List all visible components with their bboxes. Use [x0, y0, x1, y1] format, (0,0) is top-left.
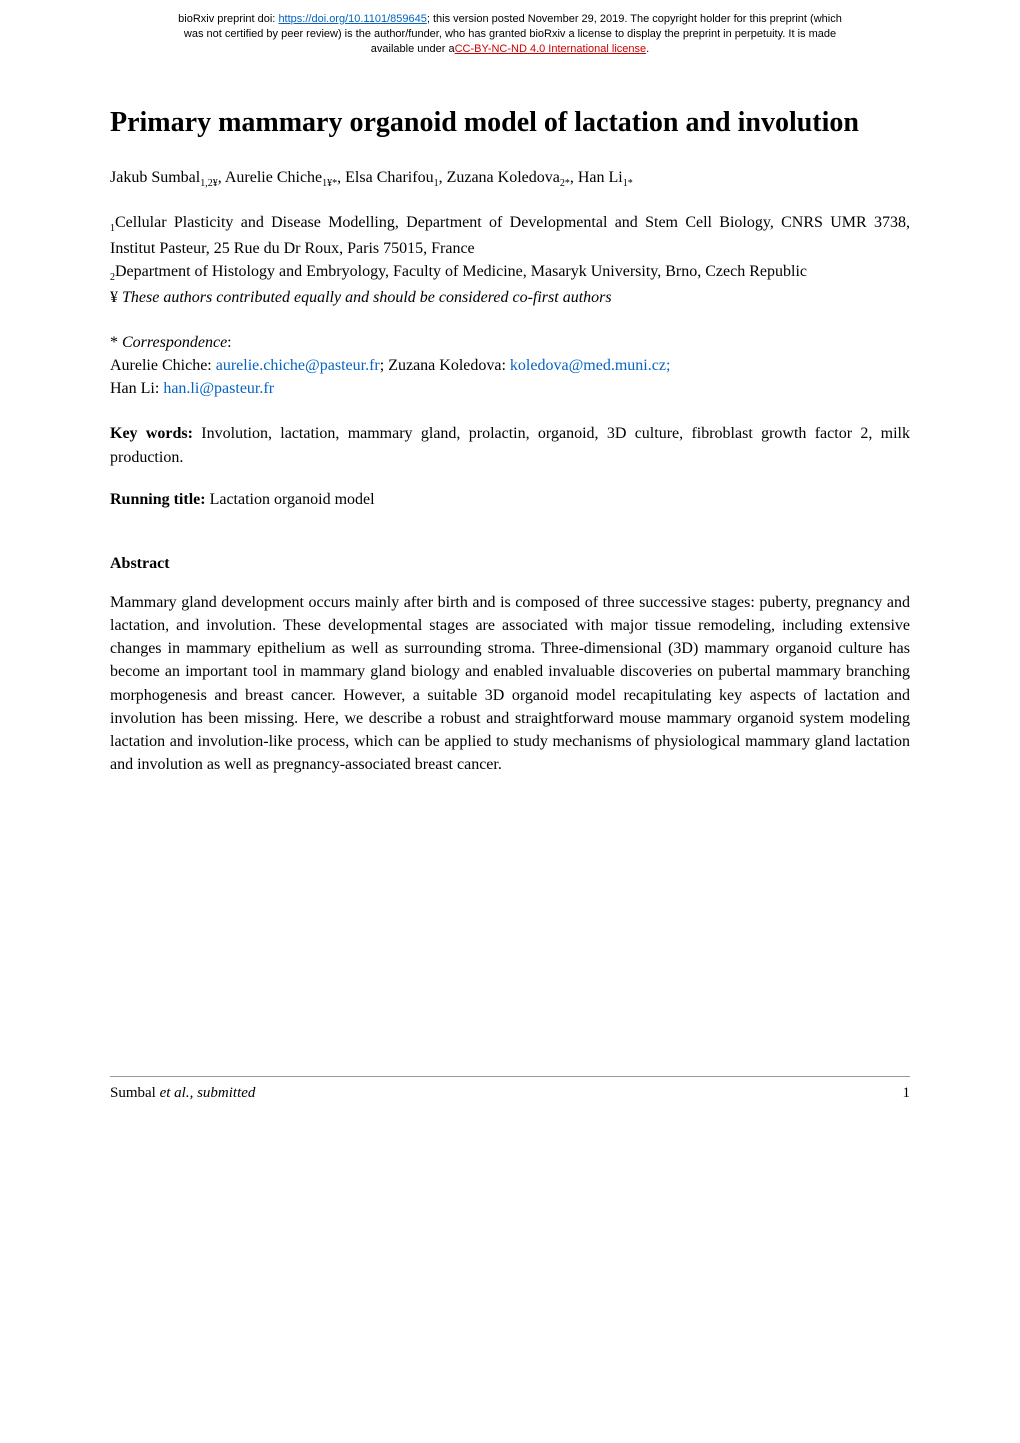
aff2-text: Department of Histology and Embryology, … [115, 263, 807, 280]
footer-left-prefix: Sumbal [110, 1085, 160, 1101]
corr-p2-email[interactable]: koledova@med.muni.cz; [510, 357, 670, 374]
keywords-block: Key words: Involution, lactation, mammar… [110, 422, 910, 468]
corr-p1-name: Aurelie Chiche [110, 357, 207, 374]
author-2: Aurelie Chiche [225, 169, 322, 186]
author-4: Zuzana Koledova [447, 169, 560, 186]
running-title-block: Running title: Lactation organoid model [110, 491, 910, 509]
author-3-aff: 1 [434, 178, 439, 189]
corr-p2-name: Zuzana Koledova: [388, 357, 510, 374]
contrib-text: These authors contributed equally and sh… [118, 289, 612, 306]
banner-line1-suffix: ; this version posted November 29, 2019.… [427, 13, 842, 25]
paper-title: Primary mammary organoid model of lactat… [110, 105, 910, 141]
author-2-aff: 1¥* [322, 178, 337, 189]
corr-p3-name: Han Li: [110, 380, 163, 397]
contrib-symbol: ¥ [110, 289, 118, 306]
banner-line3-suffix: . [646, 43, 649, 55]
aff1-text: Cellular Plasticity and Disease Modellin… [110, 214, 910, 257]
license-link[interactable]: CC-BY-NC-ND 4.0 International license [455, 43, 647, 55]
author-3: Elsa Charifou [345, 169, 433, 186]
affiliations-block: 1Cellular Plasticity and Disease Modelli… [110, 211, 910, 309]
keywords-text: Involution, lactation, mammary gland, pr… [110, 425, 910, 465]
author-line: Jakub Sumbal1,2¥, Aurelie Chiche1¥*, Els… [110, 169, 910, 189]
abstract-body: Mammary gland development occurs mainly … [110, 591, 910, 777]
footer-page-number: 1 [903, 1085, 911, 1102]
doi-link[interactable]: https://doi.org/10.1101/859645 [278, 13, 426, 25]
footer-left-ital: et al., submitted [160, 1085, 256, 1101]
running-title-text: Lactation organoid model [206, 491, 375, 508]
correspondence-block: * Correspondence: Aurelie Chiche: aureli… [110, 331, 910, 401]
author-1-aff: 1,2¥ [200, 178, 218, 189]
banner-line3-prefix: available under a [371, 43, 455, 55]
author-4-aff: 2* [560, 178, 570, 189]
banner-line1-prefix: bioRxiv preprint doi: [178, 13, 278, 25]
corr-label: Correspondence [118, 334, 227, 351]
page-content: Primary mammary organoid model of lactat… [0, 65, 1020, 837]
banner-line2: was not certified by peer review) is the… [184, 28, 836, 40]
preprint-banner: bioRxiv preprint doi: https://doi.org/10… [0, 0, 1020, 65]
corr-p1-sep: : [207, 357, 215, 374]
corr-p3-email[interactable]: han.li@pasteur.fr [163, 380, 274, 397]
keywords-label: Key words: [110, 425, 193, 442]
page-footer: Sumbal et al., submitted 1 [110, 1076, 910, 1102]
corr-symbol: * [110, 334, 118, 351]
corr-p2-sep: ; [380, 357, 388, 374]
corr-p1-email[interactable]: aurelie.chiche@pasteur.fr [216, 357, 380, 374]
footer-left: Sumbal et al., submitted [110, 1085, 255, 1102]
corr-colon: : [227, 334, 231, 351]
running-title-label: Running title: [110, 491, 206, 508]
abstract-heading: Abstract [110, 555, 910, 573]
author-1: Jakub Sumbal [110, 169, 200, 186]
author-5: Han Li [578, 169, 623, 186]
author-5-aff: 1* [623, 178, 633, 189]
